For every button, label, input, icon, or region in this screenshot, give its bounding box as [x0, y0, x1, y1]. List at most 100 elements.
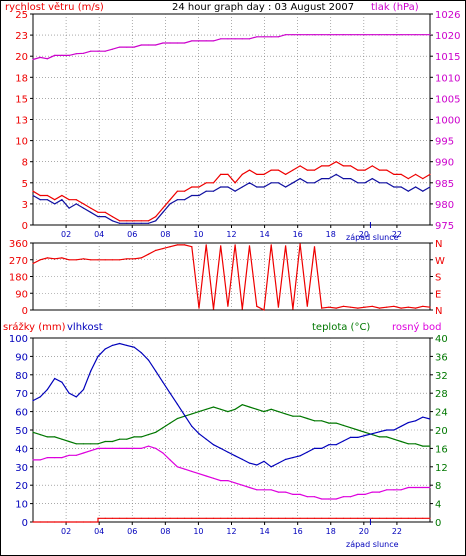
wind-direction-series-point — [46, 257, 49, 259]
wind-direction-series-point — [306, 305, 308, 307]
pressure-series-point — [111, 48, 113, 50]
temperature-series-point — [299, 415, 301, 417]
pressure-series-point — [248, 38, 251, 40]
wind-gust-series-point — [328, 165, 330, 167]
humidity-series-point — [386, 429, 388, 431]
wind-gust-series-point — [285, 173, 287, 175]
wind-speed-series-point — [350, 178, 352, 180]
pressure-tick-label: 1015 — [435, 52, 460, 63]
wind-gust-series-point — [68, 199, 70, 201]
wind-speed-series-point — [400, 186, 402, 188]
rain-series-point — [191, 517, 193, 519]
wind-speed-series-point — [378, 182, 381, 184]
dewpoint-series-point — [371, 491, 373, 493]
time-top-tick-label: 10 — [193, 230, 203, 239]
rain-axis-label: srážky (mm) — [3, 321, 66, 333]
pressure-series-point — [227, 38, 229, 40]
temperature-series-point — [306, 417, 308, 420]
pressure-series-point — [342, 34, 344, 36]
humidity-series-point — [155, 370, 157, 372]
rain-series-point — [220, 517, 222, 519]
pressure-tick-label: 1020 — [435, 31, 460, 42]
wind-direction-series-point — [97, 259, 99, 261]
temperature-tick-label: 20 — [435, 426, 448, 437]
time-bottom-tick-label: 08 — [160, 527, 170, 536]
temperature-series-point — [328, 422, 330, 424]
humidity-series-point — [176, 403, 178, 405]
dewpoint-series-point — [364, 493, 366, 495]
dewpoint-series-point — [198, 473, 200, 475]
pressure-tick-label: 1010 — [435, 73, 460, 84]
wind-gust-series-point — [386, 169, 388, 171]
wind-direction-series-point — [422, 305, 424, 307]
wind-speed-tick-label: 5 — [22, 179, 28, 190]
temperature-series-point — [191, 413, 193, 415]
wind-direction-series-point — [285, 245, 287, 247]
humidity-series — [32, 342, 431, 468]
temperature-series-point — [321, 420, 323, 422]
humidity-series-point — [147, 359, 150, 361]
wind-speed-tick-label: 13 — [15, 116, 28, 127]
temperature-series-point — [227, 411, 229, 413]
chart-title: 24 hour graph day : 03 August 2007 — [172, 2, 354, 13]
dewpoint-series-point — [306, 496, 308, 498]
pressure-series-point — [415, 34, 417, 36]
wind-gust-series-point — [263, 173, 265, 175]
temperature-series-point — [111, 440, 113, 443]
wind-direction-series-point — [299, 243, 301, 245]
humidity-series-point — [191, 425, 193, 427]
rain-series-point — [75, 521, 77, 523]
wind-speed-series-point — [97, 216, 99, 218]
wind-gust-series-point — [155, 216, 157, 218]
pressure-series-point — [285, 34, 287, 36]
humidity-series-point — [68, 392, 70, 394]
wind-direction-series-point — [241, 308, 243, 310]
dewpoint-series-point — [97, 447, 99, 449]
wind-direction-series-point — [321, 307, 323, 309]
pressure-series-point — [292, 34, 294, 36]
humidity-series-point — [61, 381, 63, 383]
pressure-series-point — [313, 34, 316, 36]
temperature-series-point — [393, 438, 395, 440]
pressure-series-point — [198, 40, 200, 42]
wind-gust-series-point — [90, 207, 92, 209]
rain-series-point — [422, 517, 424, 519]
wind-direction-series-point — [169, 246, 171, 248]
humidity-series-point — [422, 416, 424, 418]
wind-speed-series-point — [155, 220, 157, 222]
rain-series-point — [169, 517, 171, 519]
wind-speed-series-point — [285, 186, 287, 188]
rain-series-point — [277, 517, 279, 519]
dewpoint-series-point — [191, 470, 193, 472]
humidity-series-point — [371, 433, 373, 435]
rain-series-point — [32, 521, 34, 523]
wind-direction-series-point — [191, 246, 193, 248]
wind-direction-series-point — [234, 244, 236, 246]
wind-direction-series-point — [68, 259, 70, 261]
wind-gust-series-point — [212, 182, 215, 184]
sunset-label-bottom: západ slunce — [346, 540, 399, 549]
wind-direction-series-point — [75, 259, 77, 261]
wind-gust-series-point — [97, 211, 99, 213]
rain-series-point — [371, 517, 373, 519]
dewpoint-series-point — [54, 457, 56, 459]
temperature-series-point — [407, 443, 409, 445]
temperature-tick-label: 0 — [435, 518, 441, 529]
wind-direction-series-point — [357, 307, 359, 309]
wind-gust-series-point — [169, 199, 171, 201]
pressure-series-point — [364, 34, 366, 36]
wind-speed-series-point — [234, 190, 236, 192]
wind-speed-tick-label: 3 — [22, 200, 28, 211]
time-bottom-tick-label: 16 — [293, 527, 303, 536]
dewpoint-series-point — [415, 486, 417, 489]
pressure-series-point — [234, 38, 236, 40]
dewpoint-series-point — [321, 498, 323, 500]
rain-series-point — [227, 517, 229, 519]
wind-gust-series-point — [162, 207, 164, 209]
temperature-series-point — [313, 420, 316, 422]
rain-series-point — [400, 517, 402, 519]
wind-speed-series-point — [393, 186, 395, 188]
humidity-series-point — [285, 458, 287, 460]
plot-layer: 0358101315182023259759809859909951000100… — [9, 10, 461, 536]
time-bottom-tick-label: 12 — [226, 527, 236, 536]
